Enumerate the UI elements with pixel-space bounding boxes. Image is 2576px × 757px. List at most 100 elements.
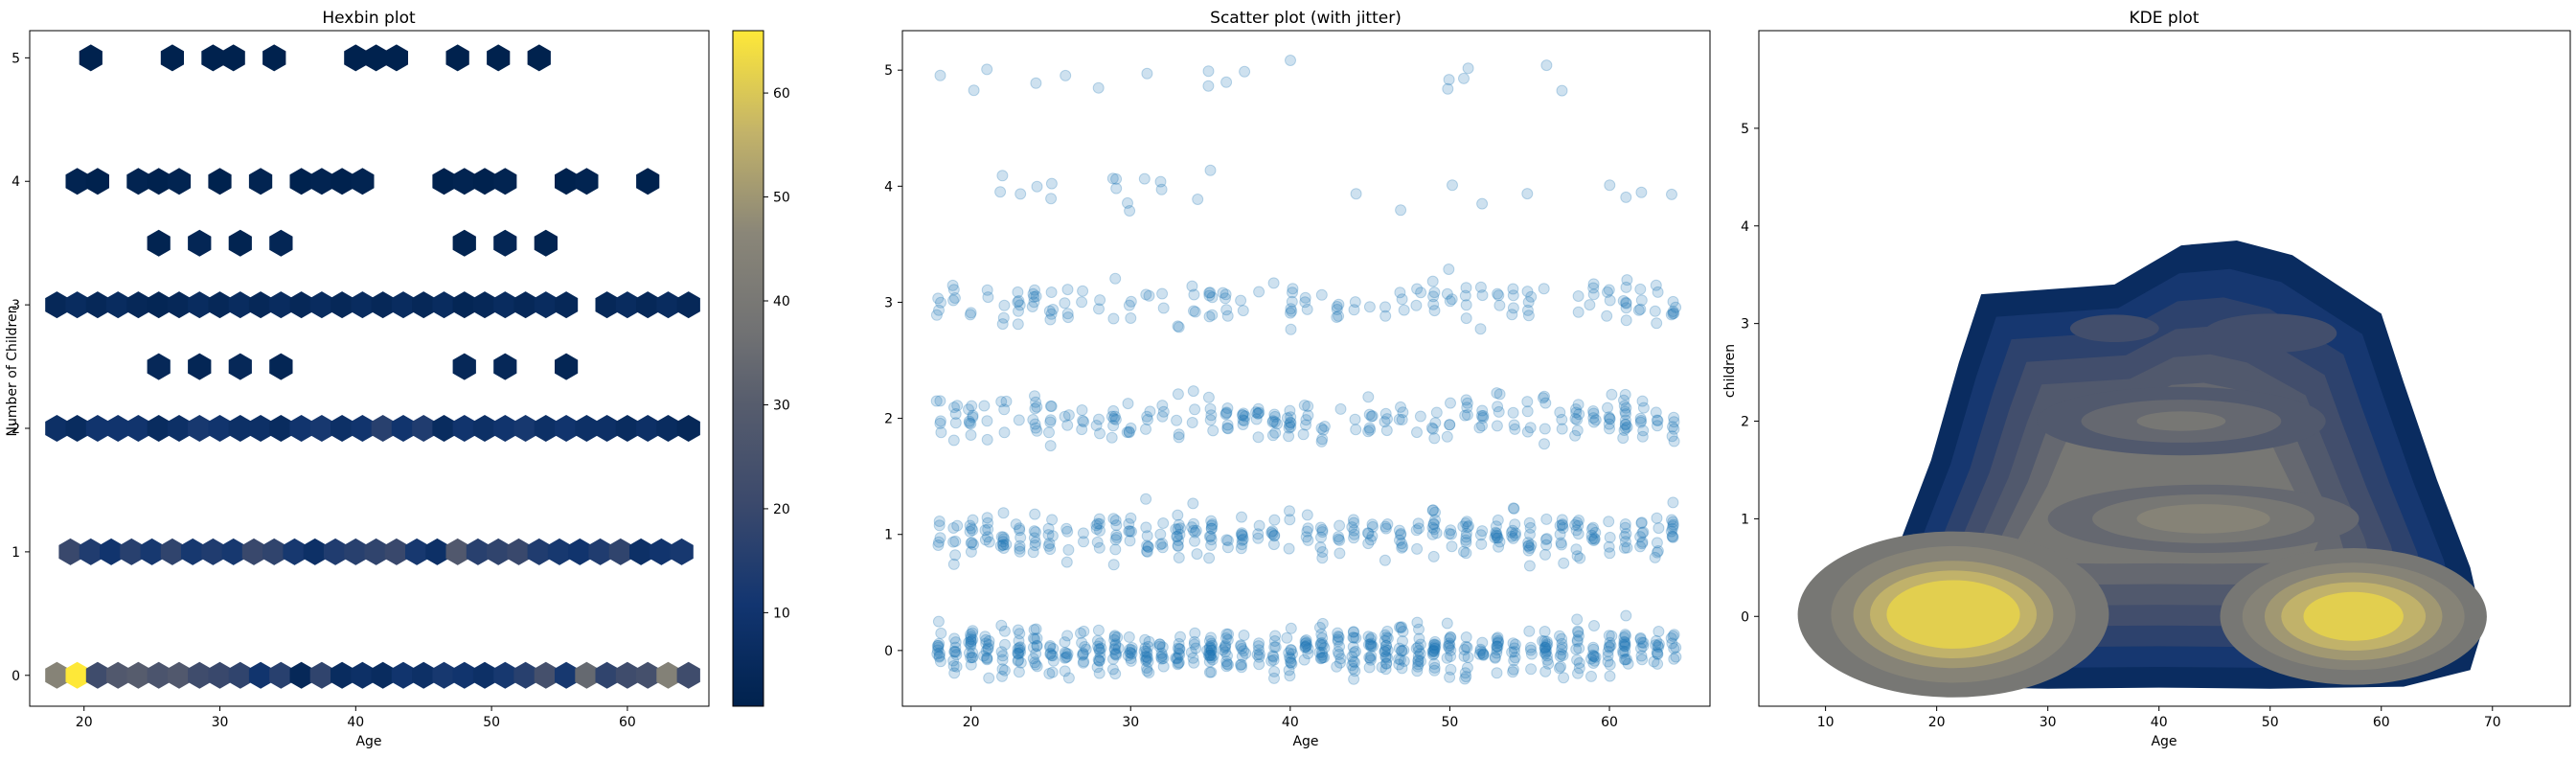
scatter-point [1619,646,1631,657]
hexbin-cell [126,168,150,195]
scatter-point [1110,182,1123,195]
scatter-point [1347,626,1359,638]
scatter-point [1154,539,1167,551]
hexbin-cell [615,661,639,689]
scatter-point [1602,645,1614,657]
scatter-point [965,545,977,558]
scatter-point [1091,517,1104,530]
scatter-point [1237,530,1249,542]
scatter-point [1237,409,1249,422]
scatter-point [967,625,979,637]
scatter-point [1458,545,1470,558]
scatter-point [1427,298,1440,310]
scatter-point [1380,424,1393,437]
scatter-ytick-label: 4 [884,179,893,195]
scatter-point [1268,672,1280,684]
scatter-point [1042,529,1055,541]
scatter-point [1636,538,1649,550]
scatter-point [1349,656,1360,669]
scatter-point [1557,650,1569,661]
scatter-point [1540,645,1553,657]
scatter-point [1394,287,1406,299]
scatter-point [1668,423,1680,435]
scatter-point [1222,628,1235,640]
scatter-point [1537,392,1549,404]
scatter-point [1302,401,1314,412]
scatter-point [1301,639,1313,652]
scatter-point [1366,518,1379,531]
scatter-point [1139,642,1151,654]
scatter-point [1490,529,1502,541]
scatter-point [1284,404,1296,417]
scatter-point [1203,552,1216,564]
scatter-point [948,645,961,657]
scatter-point [1379,634,1391,647]
scatter-point [1380,640,1393,652]
scatter-point [1125,647,1137,659]
scatter-point [980,633,992,646]
scatter-point [1300,414,1312,426]
scatter-point [1299,637,1311,650]
scatter-point [1202,65,1215,78]
scatter-point [1348,647,1360,659]
scatter-point [1121,426,1133,439]
scatter-point [1490,520,1502,533]
scatter-point [983,536,995,548]
scatter-point [1506,530,1518,542]
scatter-point [1205,534,1218,546]
scatter-point [1508,646,1520,658]
hexbin-cell [656,291,680,319]
scatter-point [998,625,1011,637]
hexbin-cell [527,44,551,72]
scatter-point [1237,419,1249,430]
scatter-point [1492,401,1504,413]
scatter-point [1617,645,1630,657]
scatter-point [948,632,961,645]
kde-xtick-label: 30 [2040,715,2057,730]
scatter-point [1267,277,1280,289]
scatter-point [931,644,944,656]
scatter-point [1348,673,1360,685]
scatter-point [1285,323,1297,335]
scatter-point [1029,632,1041,645]
scatter-point [1010,518,1022,531]
scatter-point [1634,631,1647,644]
scatter-point [1142,655,1154,668]
colorbar-tick-label: 50 [773,191,790,206]
scatter-point [1284,419,1295,431]
scatter-point [1446,293,1458,306]
scatter-point [1297,428,1310,441]
scatter-point [1331,311,1343,323]
scatter-point [1125,512,1137,524]
hexbin-cell [636,415,660,442]
hexbin-cell [344,44,368,72]
hexbin-cell [534,229,558,257]
scatter-point [1460,312,1472,325]
scatter-point [1203,642,1216,654]
scatter-point [951,519,964,532]
scatter-point [1569,429,1582,442]
scatter-point [1349,665,1361,677]
scatter-point [1205,631,1217,644]
scatter-point [1077,648,1089,660]
scatter-point [1077,527,1089,539]
scatter-plot-frame [901,30,1711,707]
scatter-point [1509,423,1521,435]
scatter-point [1476,647,1489,659]
scatter-point [1205,649,1217,661]
scatter-point [1300,636,1312,649]
scatter-point [1525,539,1538,551]
scatter-point [1173,535,1184,546]
scatter-point [1285,303,1297,315]
scatter-point [1667,518,1679,531]
scatter-point [951,400,964,412]
colorbar-tick-label: 60 [773,86,790,102]
scatter-point [1014,522,1026,535]
scatter-point [1188,305,1199,317]
scatter-point [997,542,1010,554]
scatter-point [1202,391,1215,403]
scatter-point [1603,641,1615,654]
scatter-point [1665,525,1677,538]
scatter-point [1651,646,1663,658]
